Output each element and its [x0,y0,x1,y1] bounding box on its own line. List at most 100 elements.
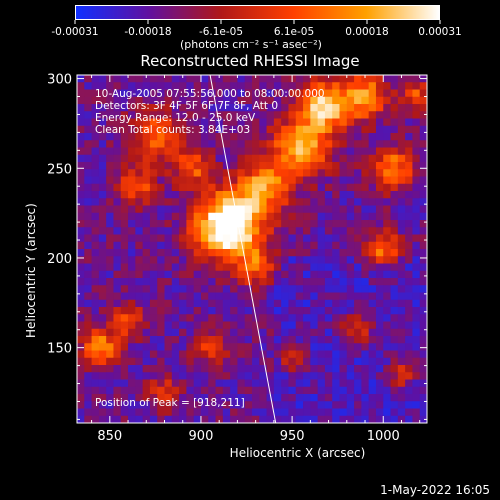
heatmap-cell [383,357,391,366]
heatmap-cell [259,104,267,112]
heatmap-cell [397,394,406,402]
heatmap-cell [186,249,195,257]
heatmap-cell [244,415,253,424]
heatmap-cell [200,89,209,98]
heatmap-cell [354,278,362,286]
heatmap-cell [135,372,144,380]
heatmap-cell [200,285,209,293]
heatmap-cell [91,227,100,235]
heatmap-cell [288,212,297,221]
heatmap-cell [128,299,136,308]
heatmap-cell [179,415,187,424]
info-line-energy: Energy Range: 12.0 - 25.0 keV [95,112,256,124]
heatmap-cell [354,263,362,272]
heatmap-cell [244,336,253,344]
heatmap-cell [303,191,311,199]
heatmap-cell [375,118,384,127]
heatmap-cell [222,198,231,206]
colorbar-tick-label: -6.1e-05 [199,26,243,38]
heatmap-cell [91,256,100,264]
heatmap-cell [208,234,216,243]
heatmap-cell [237,278,246,286]
heatmap-cell [324,96,333,105]
heatmap-cell [339,314,348,322]
heatmap-cell [273,408,282,417]
heatmap-cell [120,415,129,424]
heatmap-cell [354,205,362,214]
heatmap-cell [368,147,377,156]
heatmap-cell [368,212,377,221]
heatmap-cell [84,314,92,322]
heatmap-cell [142,314,151,322]
heatmap-cell [368,75,377,83]
heatmap-cell [222,169,231,177]
heatmap-cell [288,278,297,286]
heatmap-cell [113,125,122,134]
heatmap-cell [405,89,413,98]
heatmap-cell [332,125,340,134]
heatmap-cell [142,249,151,257]
heatmap-cell [383,183,391,192]
heatmap-cell [120,263,129,272]
heatmap-cell [244,386,253,395]
heatmap-cell [142,234,151,243]
heatmap-cell [128,343,136,351]
heatmap-cell [106,285,114,293]
heatmap-cell [230,140,238,148]
heatmap-cell [157,227,165,235]
info-line-time: 10-Aug-2005 07:55:56.000 to 08:00:00.000 [95,88,325,100]
heatmap-cell [419,220,428,228]
heatmap-cell [295,169,304,177]
heatmap-cell [215,198,224,206]
heatmap-cell [419,372,428,380]
heatmap-cell [222,118,231,127]
heatmap-cell [368,299,377,308]
heatmap-cell [310,133,319,141]
heatmap-cell [120,350,129,359]
heatmap-cell [303,198,311,206]
heatmap-cell [91,111,100,119]
heatmap-cell [419,154,428,163]
heatmap-cell [77,350,85,359]
heatmap-cell [303,292,311,301]
heatmap-cell [128,147,136,156]
heatmap-cell [397,249,406,257]
heatmap-cell [164,176,173,185]
heatmap-cell [288,205,297,214]
heatmap-cell [405,299,413,308]
heatmap-cell [215,408,224,417]
heatmap-cell [252,82,260,90]
heatmap-cell [332,89,340,98]
heatmap-cell [354,386,362,395]
heatmap-cell [354,198,362,206]
heatmap-cell [135,328,144,337]
heatmap-cell [266,96,275,105]
heatmap-cell [332,205,340,214]
heatmap-cell [259,176,267,185]
heatmap-cell [113,162,122,170]
heatmap-cell [77,147,85,156]
heatmap-cell [375,140,384,148]
heatmap-cell [397,227,406,235]
heatmap-cell [84,96,92,105]
heatmap-cell [317,379,326,388]
heatmap-cell [281,249,289,257]
heatmap-cell [171,169,180,177]
heatmap-cell [142,394,151,402]
heatmap-cell [84,241,92,250]
heatmap-cell [135,394,144,402]
heatmap-cell [252,299,260,308]
heatmap-cell [142,191,151,199]
heatmap-cell [128,285,136,293]
heatmap-cell [237,205,246,214]
heatmap-cell [383,336,391,344]
solar-limb-line [209,74,277,424]
heatmap-cell [128,372,136,380]
heatmap-cell [295,314,304,322]
heatmap-cell [368,118,377,127]
heatmap-cell [266,169,275,177]
heatmap-cell [84,125,92,134]
heatmap-cell [288,256,297,264]
heatmap-cell [303,299,311,308]
heatmap-cell [332,104,340,112]
